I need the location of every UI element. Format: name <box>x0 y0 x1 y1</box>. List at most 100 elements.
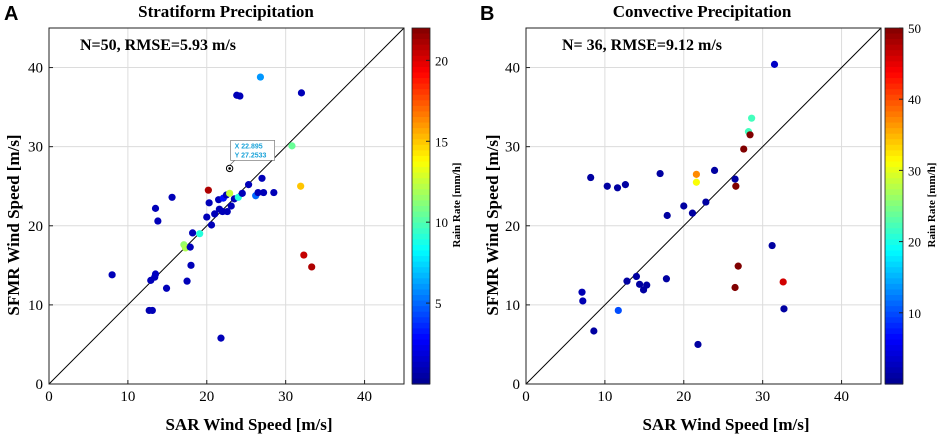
y-tick-label: 40 <box>505 61 520 77</box>
colorbar-segment <box>412 372 430 380</box>
data-point-convective <box>643 281 651 289</box>
colorbar-segment <box>885 350 903 357</box>
data-point-convective <box>731 283 739 292</box>
data-point-convective <box>770 60 779 68</box>
colorbar-segment <box>412 44 430 51</box>
colorbar-segment <box>885 256 903 263</box>
colorbar-segment <box>885 228 903 235</box>
data-point-stratiform <box>256 73 265 81</box>
colorbar-segment <box>885 44 903 51</box>
x-tick-label: 20 <box>676 389 691 405</box>
colorbar-segment <box>412 206 430 213</box>
data-point-stratiform <box>258 174 266 182</box>
data-point-convective <box>636 280 644 288</box>
data-point-convective <box>663 211 671 220</box>
y-tick-label: 40 <box>28 61 43 77</box>
y-tick-label: 20 <box>505 219 520 235</box>
data-point-stratiform <box>223 207 231 216</box>
colorbar-segment <box>412 267 430 274</box>
colorbar-segment <box>885 200 903 207</box>
data-point-stratiform <box>205 199 213 207</box>
y-axis-label-stratiform: SFMR Wind Speed [m/s] <box>4 134 23 315</box>
data-point-convective <box>688 209 697 217</box>
colorbar-label-stratiform: Rain Rate [mm/h] <box>451 163 463 248</box>
data-point-stratiform <box>108 271 116 279</box>
colorbar-segment <box>412 378 430 385</box>
ticks-convective: 0 10 20 30 40 0 10 20 30 40 <box>505 61 849 405</box>
data-point-convective <box>656 169 664 178</box>
colorbar-segment <box>412 300 430 307</box>
colorbar-segment <box>412 105 430 113</box>
colorbar-segment <box>412 89 430 96</box>
x-tick-label: 30 <box>278 389 293 405</box>
colorbar-segment <box>412 167 430 174</box>
data-point-stratiform <box>186 243 194 251</box>
colorbar-segment <box>412 183 430 190</box>
x-tick-label: 20 <box>199 389 214 405</box>
colorbar-segment <box>412 239 430 246</box>
colorbar-segment <box>885 295 903 302</box>
x-tick-label: 40 <box>357 389 372 405</box>
datatip-marker[interactable] <box>225 164 234 173</box>
colorbar-segment <box>885 322 903 329</box>
colorbar-segment <box>412 345 430 352</box>
colorbar-segment <box>412 139 430 146</box>
colorbar-segment <box>885 261 903 268</box>
colorbar-tick-label: 40 <box>908 92 921 107</box>
y-axis-label-convective: SFMR Wind Speed [m/s] <box>483 134 502 315</box>
data-point-convective <box>579 297 587 305</box>
colorbar-segment <box>412 233 430 240</box>
stats-stratiform: N=50, RMSE=5.93 m/s <box>80 37 236 54</box>
colorbar-segment <box>412 189 430 196</box>
colorbar-segment <box>412 150 430 157</box>
data-point-stratiform <box>187 261 195 269</box>
data-point-convective <box>746 131 754 139</box>
colorbar-segment <box>885 250 903 257</box>
colorbar-segment <box>885 183 903 190</box>
colorbar-segment <box>885 233 903 240</box>
colorbar-segment <box>885 272 903 279</box>
datatip[interactable]: X 22.895 Y 27.2533 <box>225 140 275 173</box>
colorbar-segment <box>412 278 430 285</box>
colorbar-segment <box>885 194 903 202</box>
colorbar-segment <box>885 333 903 341</box>
x-tick-label: 0 <box>522 389 530 405</box>
colorbar-segment <box>885 244 903 252</box>
colorbar-segment <box>885 72 903 79</box>
colorbar-segment <box>885 100 903 107</box>
data-point-convective <box>732 182 740 190</box>
y-tick-label: 0 <box>513 377 521 393</box>
colorbar-segment <box>885 356 903 363</box>
colorbar-segment <box>885 161 903 168</box>
data-point-stratiform <box>183 277 191 285</box>
colorbar-tick-label: 20 <box>908 235 921 250</box>
data-point-convective <box>621 181 630 189</box>
data-point-stratiform <box>148 306 156 315</box>
colorbar-segment <box>412 144 430 151</box>
colorbar-segment <box>412 289 430 296</box>
colorbar-stratiform: 5 10 15 20 <box>411 27 448 385</box>
colorbar-tick-label: 10 <box>435 215 448 230</box>
data-point-convective <box>740 145 748 153</box>
colorbar-segment <box>885 283 903 291</box>
colorbar-segment <box>412 295 430 302</box>
datatip-box <box>230 140 275 161</box>
colorbar-segment <box>412 367 430 374</box>
data-point-stratiform <box>300 251 308 259</box>
grid-convective <box>526 28 881 384</box>
colorbar-segment <box>412 50 430 57</box>
colorbar-segment <box>412 200 430 207</box>
colorbar-segment <box>412 333 430 341</box>
data-point-convective <box>614 306 622 315</box>
colorbar-segment <box>885 139 903 146</box>
colorbar-tick-label: 50 <box>908 21 921 36</box>
data-point-stratiform <box>211 210 219 218</box>
y-tick-label: 30 <box>28 140 43 156</box>
y-tick-label: 20 <box>28 219 43 235</box>
colorbar-segment <box>885 105 903 113</box>
points-convective <box>578 60 788 349</box>
colorbar-segment <box>885 239 903 246</box>
colorbar-segment <box>412 178 430 185</box>
colorbar-segment <box>885 289 903 296</box>
